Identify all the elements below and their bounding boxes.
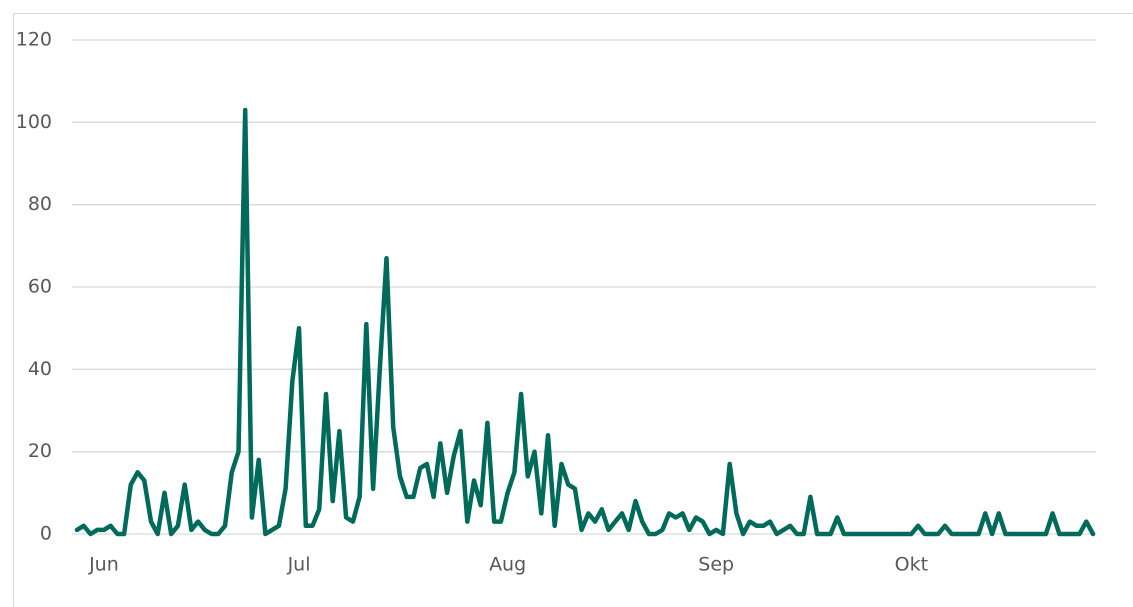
y-tick-label: 0 xyxy=(40,523,52,545)
chart-frame xyxy=(13,13,1133,607)
y-tick-label: 120 xyxy=(16,29,52,51)
x-tick-label: Sep xyxy=(698,554,734,576)
x-tick-label: Jun xyxy=(88,554,119,576)
y-tick-label: 40 xyxy=(28,358,52,380)
y-tick-label: 20 xyxy=(28,440,52,462)
x-tick-label: Jul xyxy=(287,554,311,576)
y-tick-label: 100 xyxy=(16,111,52,133)
data-line xyxy=(74,107,1096,537)
x-tick-label: Okt xyxy=(895,554,928,576)
y-tick-label: 80 xyxy=(28,193,52,215)
y-tick-label: 60 xyxy=(28,276,52,298)
x-tick-label: Aug xyxy=(489,554,526,576)
